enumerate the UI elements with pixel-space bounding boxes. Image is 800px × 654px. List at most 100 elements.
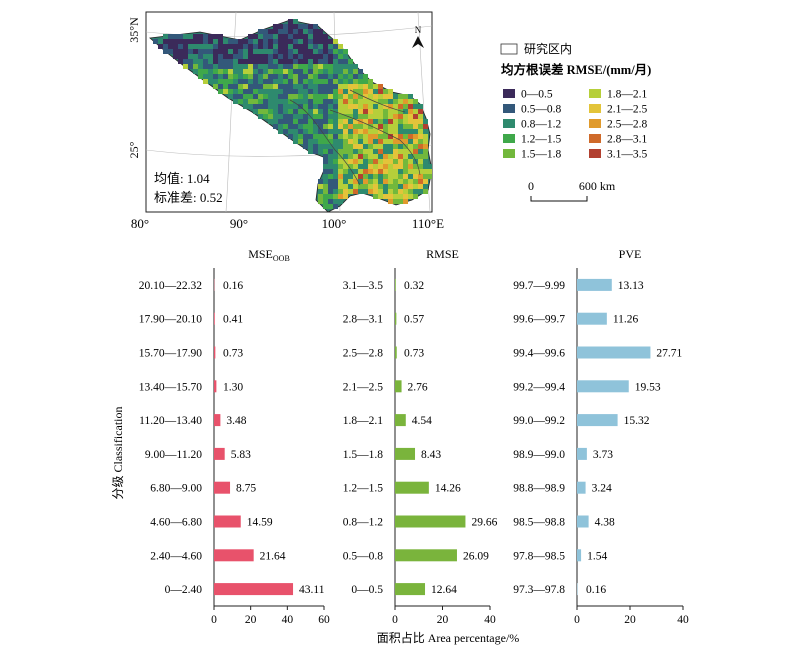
x-tick-label: 40 [677, 614, 689, 626]
value-label: 3.73 [593, 449, 613, 461]
scale-start: 0 [528, 179, 534, 193]
legend-swatch [503, 149, 515, 158]
map-std-text: 标准差: 0.52 [154, 190, 223, 205]
value-label: 0.73 [223, 348, 243, 360]
value-label: 3.24 [592, 483, 612, 495]
category-label: 99.4—99.6 [513, 348, 565, 360]
lat-label-25: 25° [127, 141, 141, 158]
chart-panel-0: MSEOOB 0 20 40 60 0—2.40 43.11 2.40—4.60 21.64 4.… [139, 247, 330, 626]
rmse-pixel-layer [153, 19, 432, 209]
bar [395, 515, 466, 528]
value-label: 1.54 [587, 550, 607, 562]
category-label: 2.8—3.1 [343, 314, 384, 326]
north-arrow-icon: N [412, 25, 424, 48]
value-label: 15.32 [624, 415, 650, 427]
value-label: 43.11 [299, 584, 325, 596]
lon-label-100: 100° [322, 216, 347, 231]
lon-label-90: 90° [230, 216, 248, 231]
bar [214, 583, 294, 596]
legend-swatch [503, 104, 515, 113]
legend-items: 0—0.5 0.5—0.8 0.8—1.2 1.2—1.5 1.5—1.8 1.8—2.1… [503, 89, 648, 161]
legend-label: 2.5—2.8 [607, 119, 648, 131]
bar [577, 481, 586, 494]
river-line [329, 109, 421, 176]
category-label: 97.8—98.5 [513, 550, 565, 562]
value-label: 13.13 [618, 280, 644, 292]
legend-title: 均方根误差 RMSE/(mm/月) [501, 62, 651, 77]
legend-swatch [589, 149, 601, 158]
category-label: 0.8—1.2 [343, 517, 384, 529]
bar [577, 380, 629, 393]
value-label: 3.48 [226, 415, 246, 427]
value-label: 4.38 [595, 517, 615, 529]
y-axis-label: 分级 Classification [111, 407, 125, 500]
x-tick-label: 0 [392, 614, 398, 626]
legend-label: 1.5—1.8 [521, 149, 562, 161]
bar-charts: MSEOOB 0 20 40 60 0—2.40 43.11 2.40—4.60 21.64 4.… [139, 247, 689, 626]
x-tick-label: 40 [484, 614, 496, 626]
value-label: 2.76 [408, 381, 428, 393]
category-label: 99.0—99.2 [513, 415, 565, 427]
lat-label-35: 35°N [127, 17, 141, 43]
category-label: 17.90—20.10 [139, 314, 203, 326]
value-label: 29.66 [471, 517, 497, 529]
category-label: 2.5—2.8 [343, 348, 384, 360]
value-label: 0.32 [404, 280, 424, 292]
bar [395, 481, 429, 494]
category-label: 1.8—2.1 [343, 415, 384, 427]
value-label: 21.64 [260, 550, 286, 562]
bar [214, 515, 241, 528]
lon-label-80: 80° [131, 216, 149, 231]
chart-title: RMSE [426, 247, 459, 261]
bar [395, 380, 402, 393]
bar [395, 414, 406, 427]
value-label: 5.83 [231, 449, 251, 461]
bar [395, 278, 396, 291]
value-label: 12.64 [431, 584, 457, 596]
chart-title: PVE [619, 247, 642, 261]
legend-swatch [589, 89, 601, 98]
x-tick-label: 0 [211, 614, 217, 626]
category-label: 9.00—11.20 [145, 449, 202, 461]
category-label: 4.60—6.80 [150, 517, 202, 529]
scale-end: 600 km [579, 179, 616, 193]
bar [577, 447, 587, 460]
chart-panel-2: PVE 0 20 40 97.3—97.8 0.16 97.8—98.5 1.54 98.5—9… [513, 247, 689, 626]
bar [214, 380, 217, 393]
legend-swatch [503, 134, 515, 143]
category-label: 99.7—9.99 [513, 280, 565, 292]
chart-title: MSEOOB [248, 247, 290, 263]
bar [577, 414, 618, 427]
bar [214, 447, 225, 460]
bar [395, 312, 397, 325]
north-label: N [415, 25, 422, 35]
category-label: 0.5—0.8 [343, 550, 384, 562]
category-label: 97.3—97.8 [513, 584, 565, 596]
bar [577, 278, 612, 291]
legend-swatch [503, 89, 515, 98]
legend-swatch [589, 134, 601, 143]
scale-bar: 0 600 km [528, 179, 616, 202]
legend-swatch [503, 119, 515, 128]
legend-label: 1.2—1.5 [521, 134, 562, 146]
category-label: 1.2—1.5 [343, 483, 384, 495]
category-label: 2.1—2.5 [343, 381, 384, 393]
x-tick-label: 20 [245, 614, 257, 626]
value-label: 1.30 [223, 381, 243, 393]
bar [214, 414, 221, 427]
legend-swatch [589, 104, 601, 113]
bar [395, 447, 416, 460]
legend-label: 3.1—3.5 [607, 149, 648, 161]
category-label: 99.2—99.4 [513, 381, 565, 393]
value-label: 27.71 [656, 348, 682, 360]
map-legend: 研究区内 均方根误差 RMSE/(mm/月) 0—0.5 0.5—0.8 0.8—1… [500, 41, 651, 202]
value-label: 0.73 [404, 348, 424, 360]
value-label: 8.43 [421, 449, 441, 461]
x-tick-label: 20 [437, 614, 449, 626]
category-label: 11.20—13.40 [139, 415, 202, 427]
legend-area-swatch [500, 43, 518, 55]
map-panel: 35°N 25° 80° 90° 100° 110°E N 均值: 1.04 标… [127, 11, 444, 231]
x-axis-label: 面积占比 Area percentage/% [377, 630, 520, 645]
category-label: 99.6—99.7 [513, 314, 565, 326]
legend-label: 0—0.5 [521, 89, 553, 101]
